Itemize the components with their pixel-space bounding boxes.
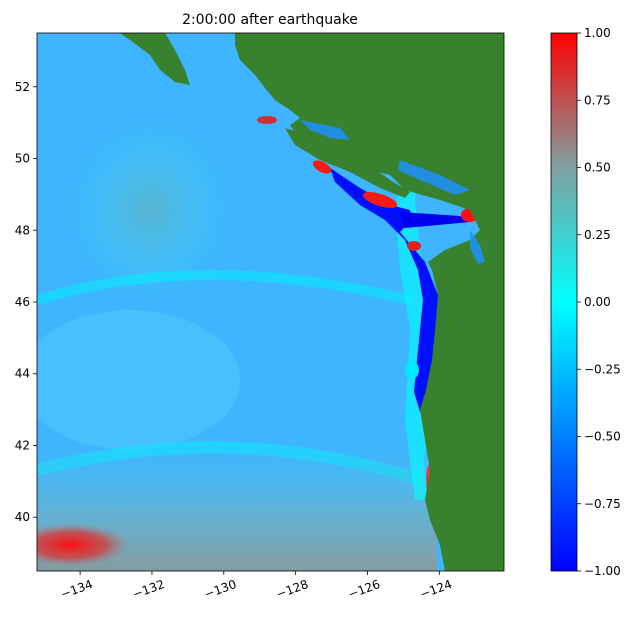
strait-negative-patch bbox=[400, 212, 470, 228]
y-tick-label: 52 bbox=[15, 80, 30, 94]
x-tick-label: −134 bbox=[59, 577, 95, 601]
x-tick-label: −132 bbox=[131, 577, 167, 601]
positive-anomaly-patch bbox=[37, 523, 130, 567]
y-tick-label: 44 bbox=[15, 367, 30, 381]
colorbar-tick-label: 0.25 bbox=[584, 228, 611, 242]
chart-title: 2:00:00 after earthquake bbox=[182, 12, 358, 28]
x-axis: −134 −132 −130 −128 −126 −124 bbox=[59, 571, 454, 601]
wave-front-line bbox=[37, 270, 412, 305]
y-tick-label: 50 bbox=[15, 152, 30, 166]
colorbar-tick-label: 0.50 bbox=[584, 161, 611, 175]
x-tick-label: −126 bbox=[346, 577, 382, 601]
colorbar: −1.00 −0.75 −0.50 −0.25 0.00 0.25 0.50 0.75 1.00 bbox=[550, 26, 621, 578]
y-axis: 40 42 44 46 48 50 52 bbox=[15, 80, 37, 524]
x-tick-label: −130 bbox=[203, 577, 239, 601]
colorbar-tick-label: −0.25 bbox=[584, 362, 621, 376]
positive-anomaly-patch bbox=[407, 241, 421, 251]
ocean-wave-front bbox=[37, 310, 240, 450]
land-haida-gwaii bbox=[120, 33, 190, 85]
colorbar-gradient bbox=[551, 33, 577, 571]
colorbar-tick-label: 1.00 bbox=[584, 26, 611, 40]
x-tick-label: −128 bbox=[274, 577, 310, 601]
land-north-america bbox=[235, 33, 504, 571]
inland-waterway bbox=[398, 160, 470, 195]
colorbar-tick-label: 0.00 bbox=[584, 295, 611, 309]
colorbar-tick-label: −1.00 bbox=[584, 564, 621, 578]
plot-area bbox=[37, 33, 504, 571]
colorbar-tick-label: 0.75 bbox=[584, 93, 611, 107]
colorbar-ticks: −1.00 −0.75 −0.50 −0.25 0.00 0.25 0.50 0.75 1.00 bbox=[577, 26, 621, 578]
x-tick-label: −124 bbox=[418, 577, 454, 601]
colorbar-tick-label: −0.75 bbox=[584, 497, 621, 511]
inland-waterway bbox=[470, 230, 485, 264]
y-tick-label: 40 bbox=[15, 510, 30, 524]
coastal-eddy bbox=[405, 361, 419, 379]
inland-waterway bbox=[300, 120, 350, 140]
y-tick-label: 42 bbox=[15, 438, 30, 452]
positive-anomaly-patch bbox=[257, 116, 277, 124]
positive-anomaly-patch bbox=[312, 160, 332, 174]
positive-anomaly-patch bbox=[362, 192, 398, 208]
y-tick-label: 48 bbox=[15, 223, 30, 237]
y-tick-label: 46 bbox=[15, 295, 30, 309]
colorbar-tick-label: −0.50 bbox=[584, 430, 621, 444]
ocean-eddy-feature bbox=[55, 105, 245, 315]
land-vancouver-island bbox=[285, 128, 410, 198]
